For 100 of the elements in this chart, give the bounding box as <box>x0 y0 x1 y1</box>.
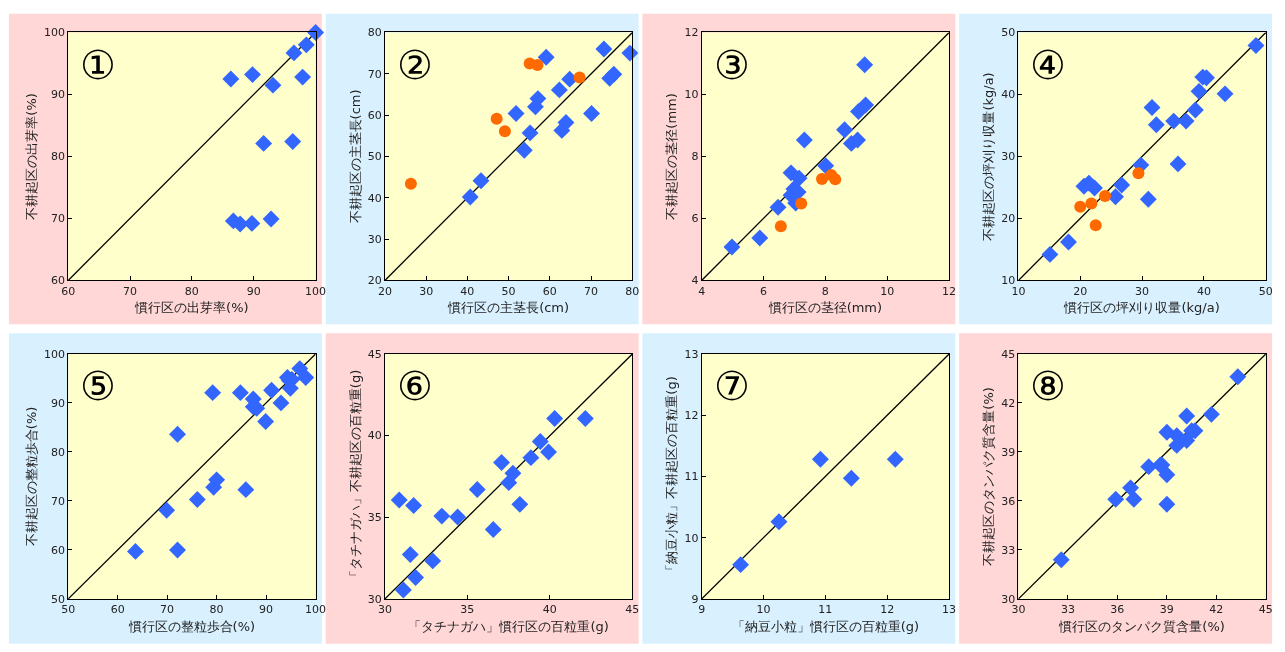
point <box>774 220 787 233</box>
point <box>490 112 503 125</box>
x-tick-label: 45 <box>1258 603 1273 617</box>
point <box>605 65 623 83</box>
y-tick-label: 70 <box>367 67 382 81</box>
y-tick-label: 100 <box>43 347 65 361</box>
point <box>531 433 549 450</box>
point <box>1139 190 1157 208</box>
chart-title: ⑥ <box>397 363 433 409</box>
x-tick-label: 50 <box>501 284 516 298</box>
x-tick-label: 35 <box>460 603 475 617</box>
point <box>1143 99 1161 116</box>
point <box>297 368 315 386</box>
x-axis-title: 慣行区の整粒歩合(%) <box>127 618 256 634</box>
x-axis-title: 「タチナガハ」慣行区の百粒重(g) <box>408 618 609 634</box>
point <box>1247 37 1265 54</box>
x-tick-label: 30 <box>1011 603 1026 617</box>
point <box>1186 101 1204 119</box>
point <box>1086 179 1103 197</box>
y-tick-label: 45 <box>367 347 382 361</box>
point <box>222 70 240 88</box>
point <box>1085 197 1098 210</box>
point <box>540 443 557 461</box>
x-tick-label: 50 <box>61 603 76 617</box>
y-axis-title: 不耕起区の坪刈り収量(kg/a) <box>981 72 997 241</box>
x-tick-label: 8 <box>821 284 829 298</box>
y-tick-label: 80 <box>50 445 65 459</box>
x-axis-title: 慣行区の坪刈り収量(kg/a) <box>1063 300 1220 316</box>
y-tick-label: 6 <box>691 212 699 226</box>
point <box>484 521 502 538</box>
y-tick-label: 12 <box>684 409 699 423</box>
point <box>264 76 282 94</box>
point <box>1178 407 1196 425</box>
y-axis-title: 「納豆小粒」不耕起区の百粒重(g) <box>664 376 680 577</box>
point <box>449 508 467 526</box>
x-tick-label: 60 <box>542 284 557 298</box>
point <box>433 507 451 525</box>
y-tick-label: 8 <box>691 150 699 164</box>
y-tick-label: 33 <box>1001 543 1016 557</box>
chart-title: ⑧ <box>1030 363 1066 409</box>
point <box>1060 233 1077 251</box>
x-tick-label: 11 <box>818 603 833 617</box>
point <box>1074 200 1087 213</box>
point <box>294 68 312 86</box>
y-tick-label: 70 <box>50 494 65 508</box>
y-axis-title: 「タチナガハ」不耕起区の百粒重(g) <box>347 369 363 584</box>
point <box>550 81 568 99</box>
point <box>472 172 490 190</box>
x-axis-title: 慣行区の出芽率(%) <box>134 300 249 316</box>
y-axis-title: 不耕起区のタンパク質含量(%) <box>981 387 997 566</box>
point <box>1177 112 1195 130</box>
y-axis-title: 不耕起区の整粒歩合(%) <box>23 406 39 547</box>
y-tick-label: 4 <box>691 274 699 288</box>
x-tick-label: 6 <box>760 284 767 298</box>
y-tick-label: 30 <box>1001 150 1016 164</box>
point <box>291 360 309 378</box>
x-tick-label: 30 <box>1135 284 1150 298</box>
point <box>1229 368 1247 386</box>
y-tick-label: 90 <box>50 396 65 410</box>
x-tick-label: 36 <box>1110 603 1125 617</box>
x-tick-label: 45 <box>625 603 640 617</box>
point <box>546 409 564 427</box>
point <box>257 413 275 430</box>
point <box>811 450 829 468</box>
point <box>401 546 419 563</box>
point <box>573 71 586 84</box>
point <box>537 48 555 66</box>
point <box>515 141 533 159</box>
point <box>836 121 853 139</box>
point <box>857 96 875 114</box>
point <box>751 229 769 247</box>
x-tick-label: 42 <box>1209 603 1224 617</box>
y-tick-label: 9 <box>691 592 699 606</box>
point <box>557 114 575 131</box>
x-tick-label: 70 <box>123 284 137 298</box>
x-tick-label: 80 <box>209 603 224 617</box>
x-tick-label: 100 <box>305 284 327 298</box>
point <box>493 454 510 471</box>
x-tick-label: 80 <box>184 284 199 298</box>
y-tick-label: 12 <box>684 26 699 40</box>
y-tick-label: 10 <box>684 88 699 102</box>
point <box>1178 432 1196 449</box>
x-tick-label: 33 <box>1060 603 1075 617</box>
y-tick-label: 36 <box>1001 494 1016 508</box>
point <box>255 134 273 152</box>
y-tick-label: 40 <box>367 429 382 443</box>
point <box>285 44 303 62</box>
x-axis-title: 慣行区の茎径(mm) <box>767 300 883 316</box>
point <box>817 157 835 175</box>
point <box>1202 405 1220 423</box>
point <box>127 542 144 560</box>
point <box>1158 495 1176 513</box>
x-tick-label: 70 <box>160 603 175 617</box>
point <box>1190 82 1208 100</box>
x-tick-label: 40 <box>460 284 475 298</box>
x-tick-label: 50 <box>1258 284 1273 298</box>
point <box>1107 188 1124 206</box>
x-tick-label: 20 <box>1073 284 1088 298</box>
point <box>405 497 423 514</box>
point <box>1216 85 1234 103</box>
